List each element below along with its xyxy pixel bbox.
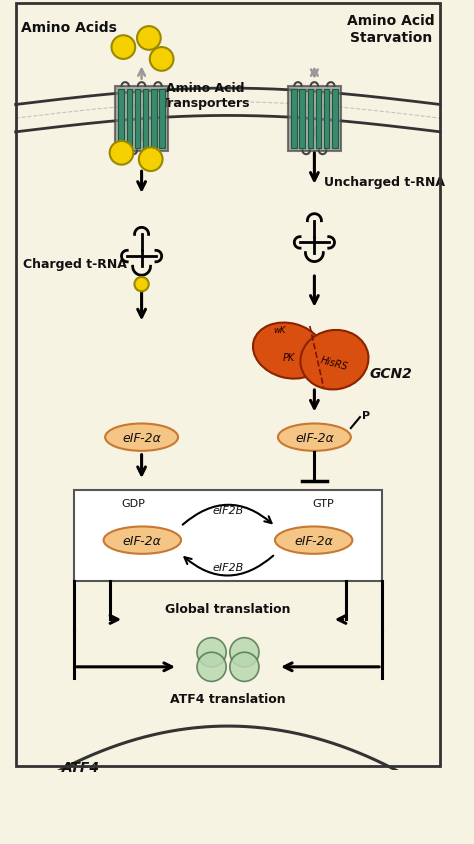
Text: GTP: GTP	[312, 498, 334, 508]
Bar	[151, 89, 156, 149]
Text: ATF4: ATF4	[62, 760, 100, 774]
Text: Charged t-RNA: Charged t-RNA	[23, 258, 127, 271]
Bar	[300, 89, 305, 149]
Text: Amino Acid
Transporters: Amino Acid Transporters	[161, 83, 250, 111]
Circle shape	[135, 278, 149, 292]
Text: target genes: target genes	[190, 842, 281, 844]
Text: GCN2: GCN2	[369, 367, 412, 381]
Text: GDP: GDP	[121, 498, 145, 508]
Text: eIF-2α: eIF-2α	[294, 534, 333, 547]
Bar	[135, 89, 140, 149]
Text: wK: wK	[273, 326, 286, 335]
Circle shape	[197, 652, 226, 682]
Text: eIF2B: eIF2B	[212, 562, 244, 572]
Text: HisRS: HisRS	[319, 354, 349, 371]
Text: PK: PK	[283, 353, 295, 363]
Bar	[308, 89, 313, 149]
Bar	[74, 490, 382, 582]
Bar	[118, 89, 124, 149]
Text: ATF4 translation: ATF4 translation	[170, 692, 286, 706]
Ellipse shape	[275, 527, 352, 555]
Bar	[159, 89, 165, 149]
Circle shape	[230, 652, 259, 682]
Text: Global translation: Global translation	[165, 603, 291, 615]
Bar	[324, 89, 329, 149]
Text: eIF-2α: eIF-2α	[123, 534, 162, 547]
Circle shape	[109, 142, 133, 165]
Bar	[127, 89, 132, 149]
Bar	[316, 89, 321, 149]
Circle shape	[230, 638, 259, 667]
Circle shape	[150, 48, 173, 72]
Bar	[288, 87, 341, 151]
Text: P: P	[362, 411, 370, 421]
Text: Uncharged t-RNA: Uncharged t-RNA	[323, 176, 445, 189]
Text: eIF2B: eIF2B	[212, 506, 244, 516]
Bar	[143, 89, 148, 149]
Circle shape	[137, 27, 161, 51]
Ellipse shape	[253, 323, 325, 379]
Bar	[115, 87, 168, 151]
Ellipse shape	[104, 527, 181, 555]
Bar	[332, 89, 337, 149]
Ellipse shape	[278, 424, 351, 452]
Bar	[291, 89, 297, 149]
Ellipse shape	[301, 331, 368, 390]
Circle shape	[139, 149, 163, 172]
Text: eIF-2α: eIF-2α	[295, 431, 334, 444]
Ellipse shape	[105, 424, 178, 452]
Circle shape	[111, 36, 135, 60]
Text: Amino Acids: Amino Acids	[21, 21, 117, 35]
Text: Amino Acid
Starvation: Amino Acid Starvation	[347, 14, 435, 45]
Text: eIF-2α: eIF-2α	[122, 431, 161, 444]
Circle shape	[197, 638, 226, 667]
